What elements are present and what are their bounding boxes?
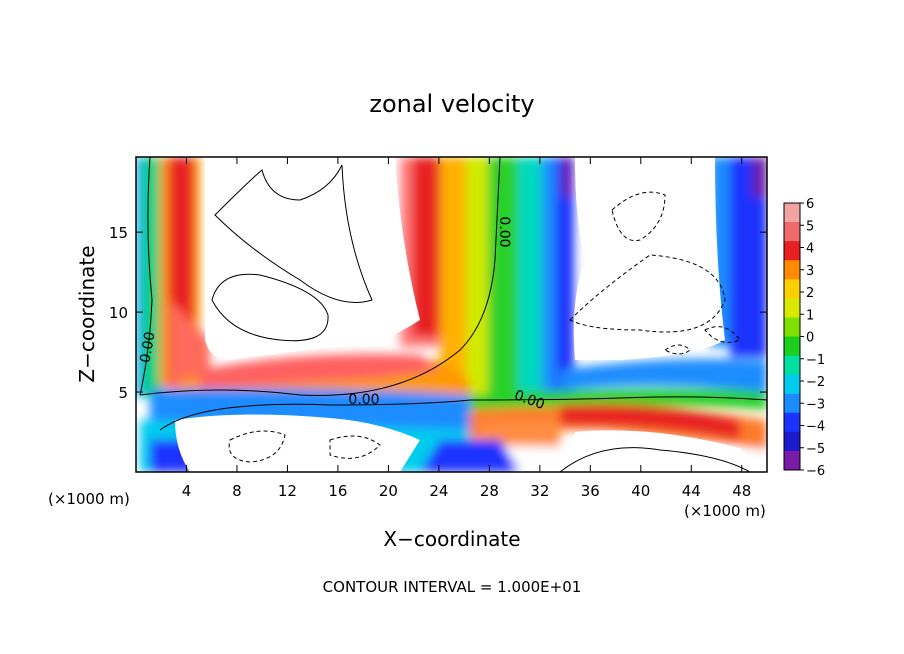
y-axis-label: Z−coordinate (75, 245, 99, 382)
x-tick-label: 28 (480, 482, 499, 500)
contour-label-left: 0.00 (137, 331, 158, 364)
colorbar-swatch (784, 374, 800, 395)
colorbar-swatch (784, 317, 800, 337)
colorbar-label: 6 (806, 197, 814, 212)
x-tick-label: 44 (682, 482, 701, 500)
colorbar-swatch (784, 298, 800, 318)
colorbar-swatch (784, 222, 800, 242)
x-unit-left: (×1000 m) (48, 490, 130, 508)
x-tick-label: 16 (328, 482, 347, 500)
y-tick-label: 5 (118, 384, 128, 402)
x-tick-label: 40 (631, 482, 650, 500)
x-tick-label: 4 (182, 482, 192, 500)
y-tick-label: 15 (109, 224, 128, 242)
plot-area (136, 157, 767, 472)
colorbar-label: −1 (806, 353, 825, 368)
colorbar-label: −5 (806, 442, 825, 457)
colorbar-swatch (784, 203, 800, 223)
colorbar-label: 2 (806, 286, 814, 301)
x-axis-label: X−coordinate (383, 527, 520, 551)
contour-lines (139, 157, 767, 472)
colorbar-swatch (784, 450, 800, 471)
x-tick-label: 36 (581, 482, 600, 500)
y-tick-label: 10 (109, 304, 128, 322)
x-tick-label: 20 (379, 482, 398, 500)
colorbar-swatch (784, 260, 800, 280)
colorbar-swatch (784, 393, 800, 414)
colorbar-swatch (784, 336, 800, 357)
contour-label-bottom: 0.00 (348, 392, 379, 408)
colorbar-swatch (784, 241, 800, 261)
negative-contours (228, 191, 741, 463)
zero-regions (175, 157, 767, 472)
colorbar-label: −6 (806, 464, 825, 479)
x-tick-label: 48 (732, 482, 751, 500)
plot-frame (135, 156, 768, 473)
colorbar-label: −2 (806, 375, 825, 390)
x-tick-label: 32 (530, 482, 549, 500)
x-tick-label: 8 (232, 482, 242, 500)
colorbar-label: 1 (806, 308, 814, 323)
colorbar-label: 0 (806, 331, 814, 346)
colorbar-swatch (784, 279, 800, 299)
x-axis: 4 8 12 16 20 24 28 32 36 40 44 48 (182, 157, 751, 500)
colorbar-swatch (784, 412, 800, 433)
x-unit-right: (×1000 m) (684, 502, 766, 520)
x-tick-label: 24 (429, 482, 448, 500)
colorbar-label: 4 (806, 242, 814, 257)
colorbar-swatch (784, 355, 800, 376)
colorbar-label: 5 (806, 219, 814, 234)
colorbar-swatch (784, 431, 800, 452)
chart-title: zonal velocity (369, 90, 534, 118)
colorbar: 6 5 4 3 2 1 0 −1 −2 −3 −4 −5 −6 (783, 197, 825, 479)
contour-interval-note: CONTOUR INTERVAL = 1.000E+01 (323, 578, 582, 596)
contour-label-vertical: 0.00 (496, 216, 512, 247)
colorbar-label: 3 (806, 264, 814, 279)
x-tick-label: 12 (278, 482, 297, 500)
colorbar-label: −4 (806, 420, 825, 435)
y-axis: 5 10 15 (109, 224, 767, 402)
colorbar-label: −3 (806, 397, 825, 412)
